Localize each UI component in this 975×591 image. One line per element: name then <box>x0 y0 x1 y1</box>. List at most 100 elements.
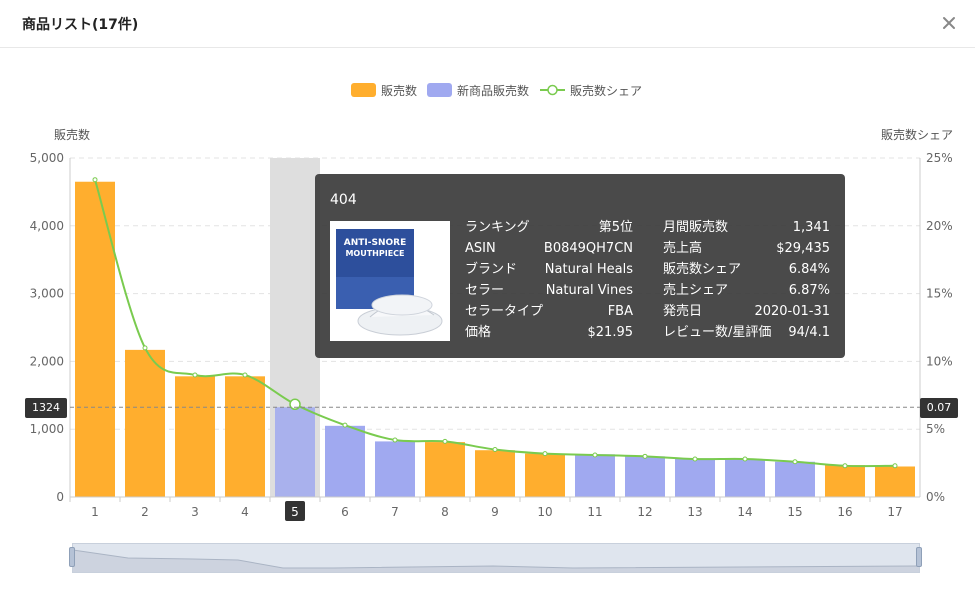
chart-axes: 0 1,000 2,000 3,000 4,000 5,000 0% 5% 10% 15% 20% 2… <box>30 151 953 521</box>
crosshair-left-label: 1324 <box>25 398 67 418</box>
y-tick-label: 2,000 <box>30 354 64 368</box>
tooltip-right-label: 売上シェア <box>663 283 729 298</box>
y2-tick-label: 0% <box>926 490 945 504</box>
share-point[interactable] <box>892 463 898 469</box>
legend-share[interactable]: 販売数シェア <box>540 80 642 100</box>
share-point[interactable] <box>542 451 548 457</box>
share-point[interactable] <box>592 452 598 458</box>
y-axis-title: 販売数 <box>54 127 90 142</box>
crosshair-right-label: 0.07 <box>920 398 958 418</box>
share-point[interactable] <box>442 438 448 444</box>
bar[interactable] <box>625 456 665 497</box>
tooltip-right-value: 6.87% <box>788 283 830 298</box>
tooltip-left-row: ブランド Natural Heals <box>465 260 633 280</box>
bar[interactable] <box>225 376 265 497</box>
y-tick-label: 1,000 <box>30 422 64 436</box>
share-point[interactable] <box>92 177 98 183</box>
share-point[interactable] <box>792 459 798 465</box>
tooltip-left-row: セラー Natural Vines <box>465 281 633 301</box>
y2-axis-title: 販売数シェア <box>881 127 953 142</box>
y-tick-label: 0 <box>56 490 64 504</box>
tooltip-right-label: 発売日 <box>663 304 703 319</box>
bar[interactable] <box>375 441 415 497</box>
bar[interactable] <box>175 376 215 497</box>
x-tick-label: 1 <box>91 505 99 519</box>
x-tick-label: 10 <box>537 505 552 519</box>
bar[interactable] <box>675 458 715 497</box>
x-tick-label: 2 <box>141 505 149 519</box>
legend-new-sales-swatch <box>427 83 452 97</box>
share-point[interactable] <box>392 437 398 443</box>
range-slider[interactable] <box>72 543 920 573</box>
bar[interactable] <box>775 461 815 497</box>
legend-new-sales[interactable]: 新商品販売数 <box>427 80 529 100</box>
legend-sales-label: 販売数 <box>381 83 418 98</box>
bar[interactable] <box>575 454 615 497</box>
bar[interactable] <box>275 407 315 497</box>
tooltip-right-value: $29,435 <box>776 241 830 256</box>
bar-series <box>75 181 915 498</box>
tooltip-left-label: ASIN <box>465 241 496 256</box>
legend-share-label: 販売数シェア <box>570 83 643 98</box>
x-tick-label: 16 <box>837 505 852 519</box>
bar[interactable] <box>825 465 865 497</box>
bar[interactable] <box>875 466 915 497</box>
y-tick-label: 5,000 <box>30 151 64 165</box>
legend-sales-swatch <box>351 83 376 97</box>
tooltip-left-value: 第5位 <box>598 220 633 235</box>
share-point[interactable] <box>142 345 148 351</box>
y2-tick-label: 5% <box>926 422 945 436</box>
tooltip-right-label: 販売数シェア <box>663 262 742 277</box>
bar[interactable] <box>125 349 165 497</box>
tooltip-right-value: 6.84% <box>788 262 830 277</box>
share-point[interactable] <box>692 456 698 462</box>
bar[interactable] <box>725 459 765 497</box>
tooltip-left-label: セラータイプ <box>465 304 544 319</box>
x-tick-label: 9 <box>491 505 499 519</box>
share-point[interactable] <box>342 422 348 428</box>
tooltip-left-row: ランキング 第5位 <box>465 218 633 238</box>
x-tick-label: 14 <box>737 505 752 519</box>
x-tick-highlight <box>285 501 305 521</box>
share-point[interactable] <box>492 447 498 453</box>
close-icon[interactable] <box>940 14 958 32</box>
product-image-line2: MOUTHPIECE <box>345 249 404 258</box>
tooltip-right-value: 1,341 <box>792 220 830 235</box>
y-tick-label: 4,000 <box>30 219 64 233</box>
bar[interactable] <box>325 425 365 497</box>
x-tick-label: 3 <box>191 505 199 519</box>
legend-new-sales-label: 新商品販売数 <box>457 83 530 98</box>
tooltip-left-label: ランキング <box>465 220 530 235</box>
legend-sales[interactable]: 販売数 <box>351 80 417 100</box>
x-tick-label: 4 <box>241 505 249 519</box>
share-point[interactable] <box>642 453 648 459</box>
slider-right-handle[interactable] <box>916 547 922 567</box>
share-point[interactable] <box>742 456 748 462</box>
tooltip-right-label: 月間販売数 <box>663 220 729 235</box>
x-tick-label: 13 <box>687 505 702 519</box>
tooltip-right-row: 発売日 2020-01-31 <box>663 302 830 322</box>
x-tick-label: 12 <box>637 505 652 519</box>
share-point[interactable] <box>192 372 198 378</box>
tooltip-left-value: B0849QH7CN <box>543 241 633 256</box>
bar[interactable] <box>525 453 565 497</box>
slider-left-handle[interactable] <box>69 547 75 567</box>
share-point[interactable] <box>289 398 301 410</box>
legend-share-swatch <box>540 84 565 96</box>
share-point[interactable] <box>242 372 248 378</box>
share-point[interactable] <box>842 463 848 469</box>
y2-tick-label: 10% <box>926 354 953 368</box>
bar[interactable] <box>475 450 515 497</box>
bar[interactable] <box>75 181 115 498</box>
tooltip-left-label: ブランド <box>465 262 518 277</box>
bar[interactable] <box>425 442 465 497</box>
tooltip-right-value: 94/4.1 <box>788 325 830 340</box>
tooltip-right-row: 売上高 $29,435 <box>663 239 830 259</box>
x-tick-label: 6 <box>341 505 349 519</box>
share-points <box>92 177 898 469</box>
x-tick-label: 5 <box>291 505 299 519</box>
tooltip-left-value: $21.95 <box>587 325 634 340</box>
tooltip-right-row: 売上シェア 6.87% <box>663 281 830 301</box>
tooltip-right-row: レビュー数/星評価 94/4.1 <box>663 323 830 343</box>
tooltip-left-value: FBA <box>607 304 633 319</box>
